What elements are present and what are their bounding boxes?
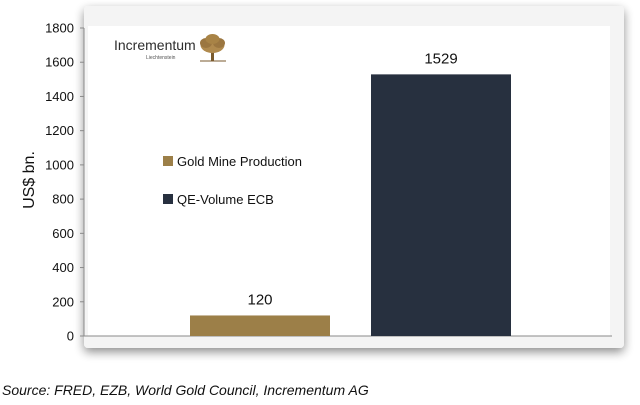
logo-name: Incrementum bbox=[114, 37, 196, 53]
incrementum-logo: Incrementum Liechtenstein bbox=[114, 34, 226, 62]
oak-tree-icon bbox=[200, 34, 226, 62]
y-tick-label: 800 bbox=[52, 192, 74, 207]
bars bbox=[190, 74, 511, 337]
bar-data-label: 120 bbox=[247, 291, 272, 308]
y-tick-label: 0 bbox=[67, 329, 74, 344]
bar-gold-mine-production bbox=[190, 315, 330, 336]
y-tick-label: 1000 bbox=[45, 157, 74, 172]
y-tick-label: 1800 bbox=[45, 21, 74, 36]
source-caption: Source: FRED, EZB, World Gold Council, I… bbox=[2, 382, 369, 398]
bar-data-label: 1529 bbox=[424, 50, 457, 67]
y-axis-label: US$ bn. bbox=[21, 151, 38, 209]
legend-swatch-qe bbox=[163, 194, 173, 204]
logo-subtitle: Liechtenstein bbox=[146, 55, 176, 61]
y-tick-label: 1200 bbox=[45, 123, 74, 138]
y-tick-label: 1400 bbox=[45, 89, 74, 104]
legend-label-qe: QE-Volume ECB bbox=[177, 192, 274, 207]
y-tick-label: 600 bbox=[52, 226, 74, 241]
plot-area bbox=[88, 26, 610, 336]
y-tick-label: 1600 bbox=[45, 55, 74, 70]
y-tick-label: 400 bbox=[52, 260, 74, 275]
bar-data-labels: 120 1529 bbox=[247, 50, 457, 308]
y-axis-ticks: 0 200 400 600 800 1000 1200 1400 1600 1800 bbox=[45, 21, 84, 344]
legend: Gold Mine Production QE-Volume ECB bbox=[163, 154, 302, 207]
legend-swatch-gold bbox=[163, 156, 173, 166]
legend-label-gold: Gold Mine Production bbox=[177, 154, 302, 169]
bar-qe-volume-ecb bbox=[371, 74, 511, 337]
y-tick-label: 200 bbox=[52, 294, 74, 309]
